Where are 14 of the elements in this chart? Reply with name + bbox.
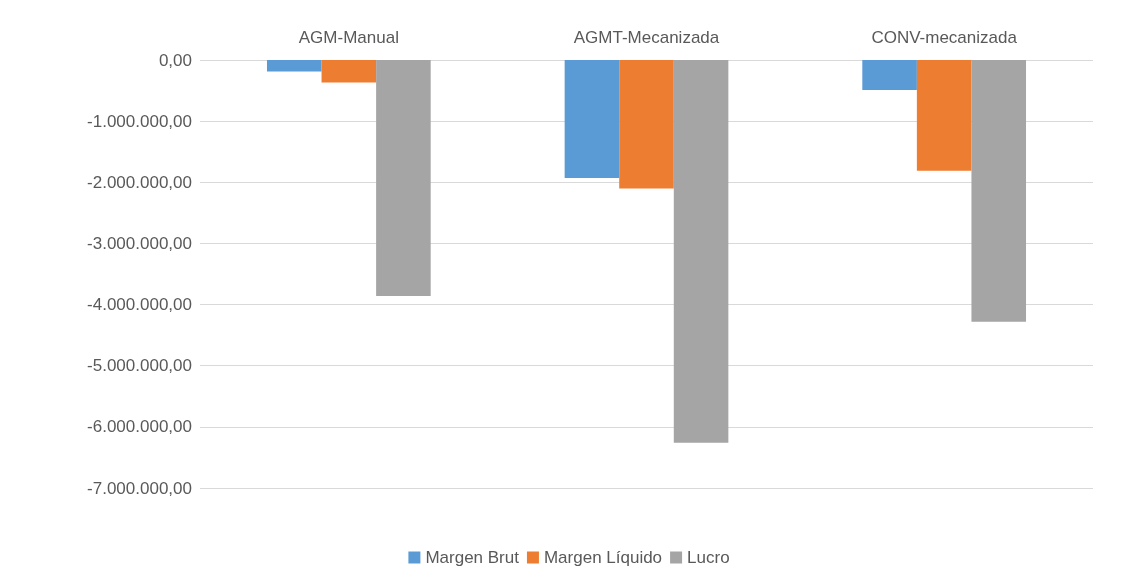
x-tick-label: CONV-mecanizada [871,28,1018,47]
y-tick-label: -6.000.000,00 [87,417,192,437]
legend-label: Lucro [687,548,730,567]
y-tick-label: -1.000.000,00 [87,111,192,131]
x-tick-label: AGMT-Mecanizada [573,28,720,47]
legend-label: Margen Brut [425,548,520,567]
y-tick-label: -4.000.000,00 [87,295,192,315]
y-tick-label: -2.000.000,00 [87,172,192,192]
y-tick-label: -5.000.000,00 [87,356,192,376]
x-tick-label: AGM-Manual [298,28,399,47]
y-tick-label: -3.000.000,00 [87,233,192,253]
legend-label: Margen Líquido [543,548,663,567]
y-tick-label: 0,00 [158,50,192,70]
y-tick-label: -7.000.000,00 [87,478,192,498]
